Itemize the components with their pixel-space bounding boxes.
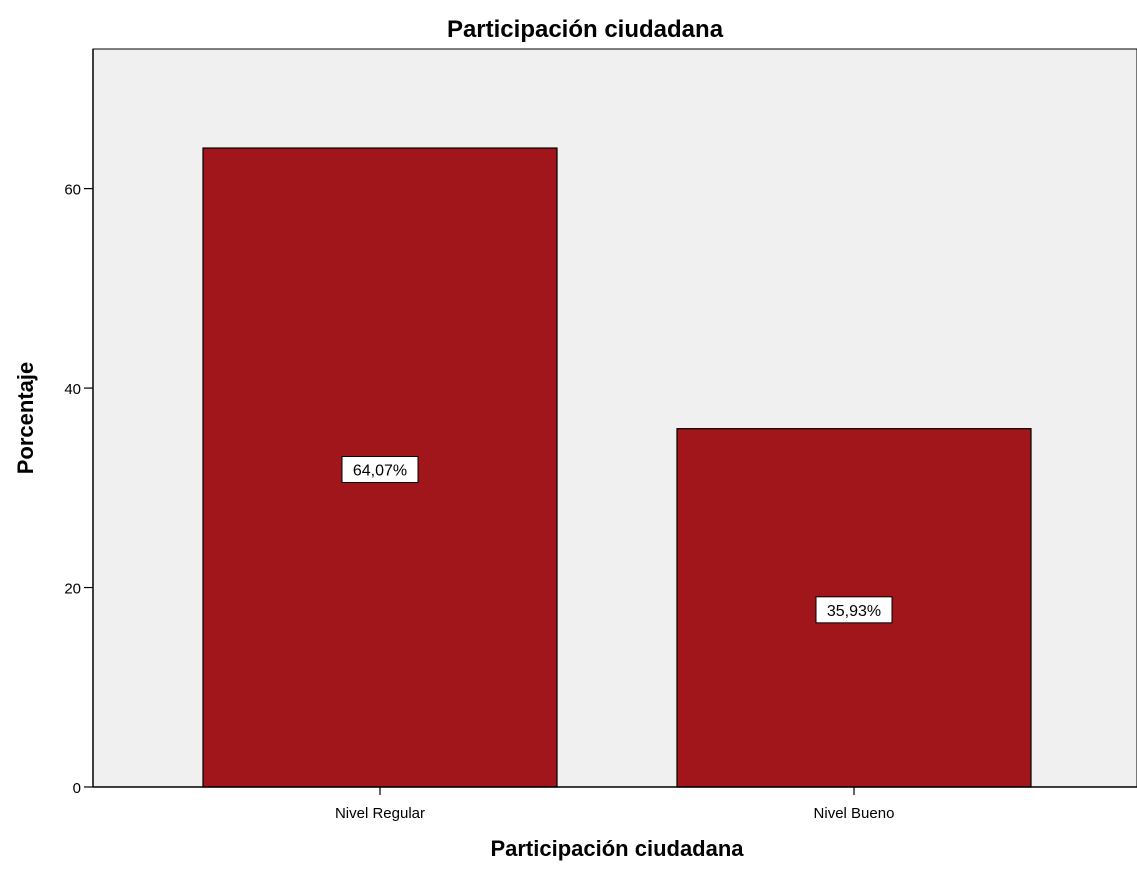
y-tick-label-60: 60 bbox=[64, 182, 81, 199]
data-label-box-2 bbox=[815, 596, 893, 624]
data-label-box-1 bbox=[341, 456, 419, 484]
data-label-2: 35,93% bbox=[827, 603, 881, 620]
y-tick-label-20: 20 bbox=[64, 581, 81, 598]
y-tick-label-40: 40 bbox=[64, 381, 81, 398]
chart-title: Participación ciudadana bbox=[447, 16, 724, 43]
x-tick-label-2: Nivel Bueno bbox=[814, 805, 895, 822]
data-label-1: 64,07% bbox=[353, 463, 407, 480]
y-axis-ticks: 0 20 40 60 bbox=[64, 182, 93, 797]
x-axis-title: Participación ciudadana bbox=[490, 836, 744, 861]
y-axis-title: Porcentaje bbox=[13, 362, 38, 475]
x-axis-ticks: Nivel Regular Nivel Bueno bbox=[335, 787, 894, 822]
x-tick-label-1: Nivel Regular bbox=[335, 805, 425, 822]
data-labels-group: 64,07% 35,93% bbox=[341, 456, 893, 624]
y-tick-label-0: 0 bbox=[73, 780, 81, 797]
